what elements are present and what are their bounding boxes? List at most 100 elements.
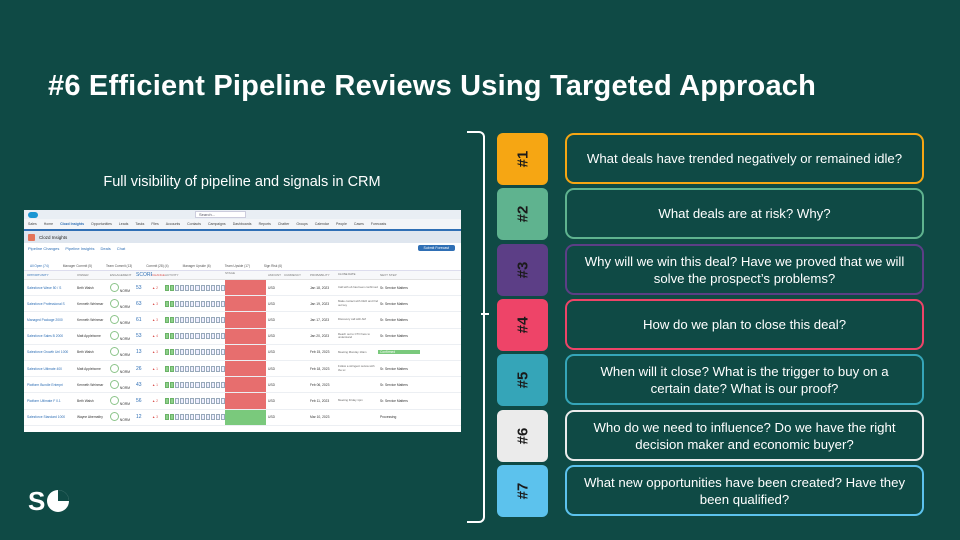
score-cell: 13 (136, 349, 142, 356)
activity-square (200, 397, 205, 404)
crm-list-tabs: All Open (74) Manager Commit (5) Team Comm… (24, 261, 461, 271)
crm-list-tab[interactable]: Commit (28) (4) (146, 263, 169, 268)
opportunity-link[interactable]: Salesforce Sales B 2000 (27, 334, 64, 339)
crm-nav-tab[interactable]: Opportunities (91, 222, 112, 226)
table-row[interactable]: Salesforce Standard 1000 Wayne Abernathy … (24, 409, 461, 426)
activity-square (200, 284, 205, 291)
opportunity-link[interactable]: Platform Ultimate F 0.1 (27, 398, 61, 403)
table-row[interactable]: Salesforce Wave 50 / S Beth Walsh NORM 53 ▲… (24, 280, 461, 297)
activity-square (175, 316, 180, 323)
crm-nav-tab[interactable]: Accounts (165, 222, 181, 226)
activity-square (165, 381, 170, 388)
activity-square (220, 365, 225, 372)
flag-cell: Sr. Service Matters (380, 334, 408, 339)
crm-list-tab[interactable]: Manager Upside (6) (182, 263, 211, 268)
activity-square (200, 381, 205, 388)
currency-cell: USD (268, 334, 275, 339)
opportunity-link[interactable]: Salesforce Professional S (27, 301, 65, 306)
table-row[interactable]: Salesforce Professional S Kenneth Weinmar… (24, 296, 461, 313)
crm-list-tab[interactable]: Sign Risk (6) (263, 263, 283, 268)
opportunity-link[interactable]: Managed Package 2000 (27, 317, 63, 322)
owner-cell: Beth Walsh (77, 350, 94, 355)
crm-nav-tab[interactable]: People (336, 222, 347, 226)
crm-list-tab[interactable]: Team Commit (13) (106, 263, 133, 268)
crm-nav-tab[interactable]: Cases (353, 222, 364, 226)
column-header: PROBABILITY (310, 273, 330, 277)
crm-screenshot: Search... Sales Home Clozd Insights Opportu… (24, 210, 461, 432)
activity-square (165, 284, 170, 291)
activity-square (180, 316, 185, 323)
table-row[interactable]: Salesforce Ultimate 400 Matt Applebome NO… (24, 360, 461, 378)
crm-nav-tab[interactable]: Campaigns (207, 222, 226, 226)
crm-nav-tab[interactable]: Sales (28, 222, 37, 226)
engagement-ring-icon (110, 379, 119, 389)
score-cell: 12 (136, 414, 142, 421)
crm-nav-tab[interactable]: Forecasts (370, 222, 387, 226)
crm-list-tab[interactable]: All Open (74) (30, 263, 49, 268)
close-date-cell: Jan 20, 2023 (310, 334, 330, 339)
change-cell: ▲ 3 (152, 415, 159, 420)
question-box: When will it close? What is the trigger … (565, 354, 924, 405)
activity-square (215, 365, 220, 372)
table-row[interactable]: Platform Bundle Enterpri Kenneth Weinmar … (24, 377, 461, 394)
crm-nav-tab[interactable]: Groups (296, 222, 308, 226)
activity-square (185, 284, 190, 291)
crm-nav-tab[interactable]: Tasks (135, 222, 145, 226)
question-box: How do we plan to close this deal? (565, 299, 924, 350)
score-cell: 61 (136, 316, 142, 323)
crm-search-input[interactable]: Search... (195, 211, 247, 218)
slide-title: #6 Efficient Pipeline Reviews Using Targ… (48, 70, 817, 102)
crm-sub-link[interactable]: Pipeline Changes (28, 245, 60, 251)
opportunity-link[interactable]: Salesforce Standard 1000 (27, 415, 66, 420)
crm-nav-tab[interactable]: Contacts (187, 222, 201, 226)
activity-square (220, 300, 225, 307)
table-row[interactable]: Managed Package 2000 Kenneth Weinmar NORM… (24, 312, 461, 329)
stage-cell (225, 312, 266, 328)
crm-nav-tab[interactable]: Files (151, 222, 159, 226)
close-date-cell: Feb 11, 2023 (310, 398, 330, 403)
crm-caption: Full visibility of pipeline and signals … (103, 174, 381, 190)
activity-square (165, 365, 170, 372)
crm-nav-tab[interactable]: Reports (258, 222, 271, 226)
activity-square (175, 365, 180, 372)
crm-sub-link[interactable]: Deals (100, 245, 111, 251)
column-header: ACTIVITY (165, 273, 179, 277)
crm-nav-tab[interactable]: Leads (118, 222, 129, 226)
activity-square (170, 397, 175, 404)
table-row[interactable]: Salesforce Growth Unl 1000 Beth Walsh NOR… (24, 344, 461, 361)
table-row[interactable]: Salesforce Sales B 2000 Matt Applebome NO… (24, 328, 461, 345)
submit-forecast-button[interactable]: Submit Forecast (417, 245, 455, 251)
app-icon (28, 233, 35, 241)
activity-square (205, 316, 210, 323)
crm-filters (24, 253, 461, 261)
crm-sub-link[interactable]: Pipeline Insights (65, 245, 95, 251)
crm-nav-tab[interactable]: Home (43, 222, 54, 226)
question-box: What deals have trended negatively or re… (565, 133, 924, 184)
crm-nav-tab[interactable]: Calendar (314, 222, 330, 226)
crm-list-tab[interactable]: Team Upside (17) (224, 263, 250, 268)
engagement-label: NORM (119, 353, 130, 358)
opportunity-link[interactable]: Platform Bundle Enterpri (27, 382, 63, 387)
opportunity-link[interactable]: Salesforce Wave 50 / S (27, 285, 62, 290)
activity-square (205, 333, 210, 340)
flag-cell: Sr. Service Matters (380, 398, 408, 403)
activity-square (165, 349, 170, 356)
activity-square (185, 381, 190, 388)
crm-nav-tab[interactable]: Chatter (277, 222, 290, 226)
crm-nav-tab[interactable]: Clozd Insights (60, 222, 85, 226)
table-row[interactable]: Platform Ultimate F 0.1 Beth Walsh NORM 56… (24, 393, 461, 410)
crm-sub-link[interactable]: Chat (116, 245, 126, 251)
activity-square (220, 316, 225, 323)
activity-square (195, 284, 200, 291)
activity-square (170, 316, 175, 323)
activity-square (180, 397, 185, 404)
activity-square (220, 284, 225, 291)
engagement-cell: NORM (110, 395, 136, 406)
crm-nav-tab[interactable]: Dashboards (232, 222, 252, 226)
activity-square (175, 397, 180, 404)
crm-list-tab[interactable]: Manager Commit (5) (62, 263, 93, 268)
opportunity-link[interactable]: Salesforce Ultimate 400 (27, 366, 63, 371)
activity-square (205, 365, 210, 372)
opportunity-link[interactable]: Salesforce Growth Unl 1000 (27, 350, 69, 355)
activity-square (180, 381, 185, 388)
